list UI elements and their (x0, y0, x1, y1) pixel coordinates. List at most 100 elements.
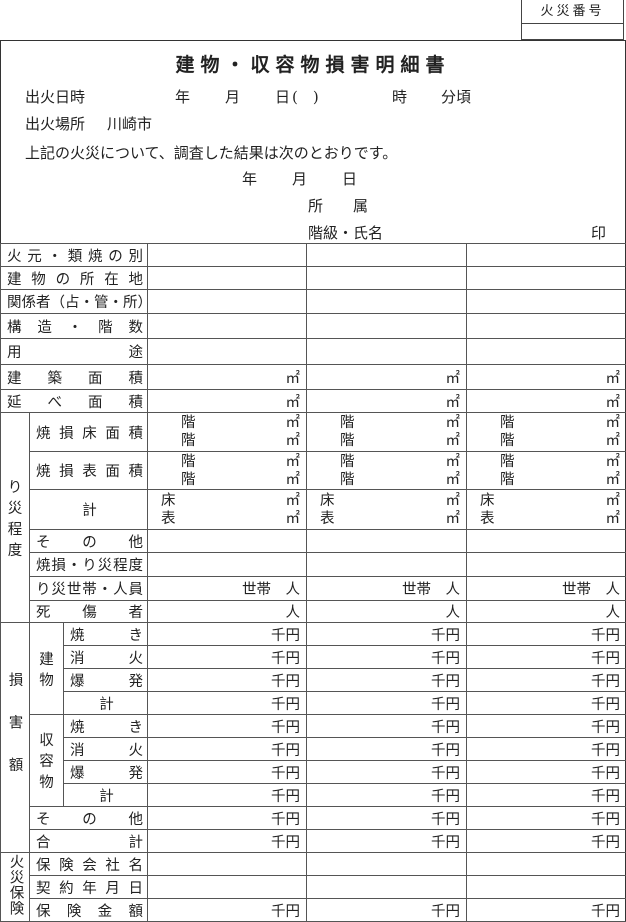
value-cell[interactable] (306, 313, 467, 339)
value-cell[interactable]: 千円 (147, 668, 307, 692)
value-cell[interactable]: 人 (466, 600, 626, 623)
value-cell[interactable] (466, 289, 626, 314)
value-cell[interactable]: 千円 (466, 714, 626, 738)
value-cell[interactable] (306, 552, 467, 577)
value-cell[interactable] (147, 875, 307, 899)
fire-number-field[interactable] (522, 24, 623, 40)
value-cell[interactable] (306, 338, 467, 365)
value-cell[interactable]: 世帯 人 (147, 576, 307, 601)
value-cell[interactable] (466, 552, 626, 577)
value-cell[interactable] (147, 243, 307, 267)
value-cell[interactable]: 千円 (147, 645, 307, 669)
value-cell[interactable] (306, 266, 467, 290)
value-cell[interactable]: 千円 (466, 760, 626, 784)
value-prefix: 床 (480, 492, 495, 509)
value-cell[interactable]: 千円 (306, 760, 467, 784)
value-cell[interactable]: ㎡ (466, 364, 626, 390)
table-row: 焼損・り災程度 (1, 552, 626, 577)
value-cell[interactable]: 千円 (147, 898, 307, 922)
value-cell[interactable] (306, 529, 467, 553)
value-cell[interactable] (147, 529, 307, 553)
value-cell[interactable]: 千円 (466, 622, 626, 646)
value-cell[interactable]: 千円 (466, 806, 626, 830)
row-label: 焼き (63, 714, 148, 738)
row-label-text: その他 (36, 534, 143, 551)
row-label: 消火 (63, 645, 148, 669)
value-cell[interactable] (466, 338, 626, 365)
value-cell[interactable]: 千円 (466, 898, 626, 922)
table-row: 契約年月日 (1, 875, 626, 899)
value-cell[interactable]: 千円 (466, 737, 626, 761)
value-cell[interactable] (147, 313, 307, 339)
value-cell[interactable]: 千円 (306, 898, 467, 922)
value-cell[interactable]: 千円 (466, 691, 626, 715)
value-cell[interactable]: 千円 (147, 806, 307, 830)
row-label: 焼損床面積 (29, 412, 148, 452)
value-cell[interactable]: 千円 (466, 783, 626, 807)
value-cell[interactable]: ㎡ (147, 364, 307, 390)
unit-label: ㎡ (445, 471, 461, 488)
value-cell[interactable]: 人 (147, 600, 307, 623)
value-cell[interactable] (466, 529, 626, 553)
unit-label: ㎡ (605, 394, 621, 411)
value-cell[interactable]: 千円 (306, 714, 467, 738)
value-cell[interactable]: 千円 (147, 783, 307, 807)
value-cell[interactable]: ㎡ (147, 389, 307, 413)
value-prefix: 階 (181, 471, 196, 488)
value-cell[interactable] (306, 289, 467, 314)
value-cell[interactable] (147, 852, 307, 876)
value-cell[interactable]: 千円 (306, 829, 467, 853)
seal-mark: 印 (591, 224, 607, 242)
unit-label: 千円 (591, 696, 620, 713)
weekday-parens: ( ) (292, 88, 319, 106)
value-cell[interactable]: 千円 (306, 668, 467, 692)
value-cell[interactable]: 千円 (147, 760, 307, 784)
value-cell[interactable]: 千円 (147, 691, 307, 715)
value-cell[interactable]: 千円 (306, 737, 467, 761)
value-cell[interactable] (147, 552, 307, 577)
value-cell[interactable]: 世帯 人 (466, 576, 626, 601)
value-cell[interactable]: 千円 (306, 691, 467, 715)
value-cell[interactable]: 千円 (466, 645, 626, 669)
value-cell[interactable] (466, 313, 626, 339)
value-cell[interactable]: ㎡ (466, 389, 626, 413)
value-cell[interactable]: 千円 (466, 668, 626, 692)
value-cell[interactable] (306, 875, 467, 899)
unit-label: 人 (445, 605, 461, 621)
value-cell[interactable] (147, 338, 307, 365)
value-cell[interactable]: 千円 (147, 714, 307, 738)
value-cell[interactable]: 千円 (147, 829, 307, 853)
value-cell[interactable] (466, 852, 626, 876)
unit-label: 千円 (431, 742, 460, 759)
value-cell[interactable]: 千円 (147, 737, 307, 761)
value-cell[interactable] (306, 243, 467, 267)
value-cell[interactable]: ㎡ (306, 364, 467, 390)
value-cell[interactable] (147, 289, 307, 314)
value-cell[interactable]: 世帯 人 (306, 576, 467, 601)
value-cell[interactable] (147, 266, 307, 290)
value-cell[interactable] (466, 266, 626, 290)
value-cell[interactable]: 千円 (147, 622, 307, 646)
value-cell[interactable] (466, 875, 626, 899)
value-cell[interactable]: 千円 (466, 829, 626, 853)
value-cell[interactable]: 千円 (306, 622, 467, 646)
value-cell[interactable] (306, 852, 467, 876)
value-cell[interactable]: 人 (306, 600, 467, 623)
value-cell[interactable]: 千円 (306, 645, 467, 669)
value-prefix: 階 (500, 433, 515, 449)
value-cell[interactable]: 千円 (306, 806, 467, 830)
value-cell[interactable] (466, 243, 626, 267)
value-cell[interactable]: ㎡ (306, 389, 467, 413)
value-cell[interactable]: 千円 (306, 783, 467, 807)
